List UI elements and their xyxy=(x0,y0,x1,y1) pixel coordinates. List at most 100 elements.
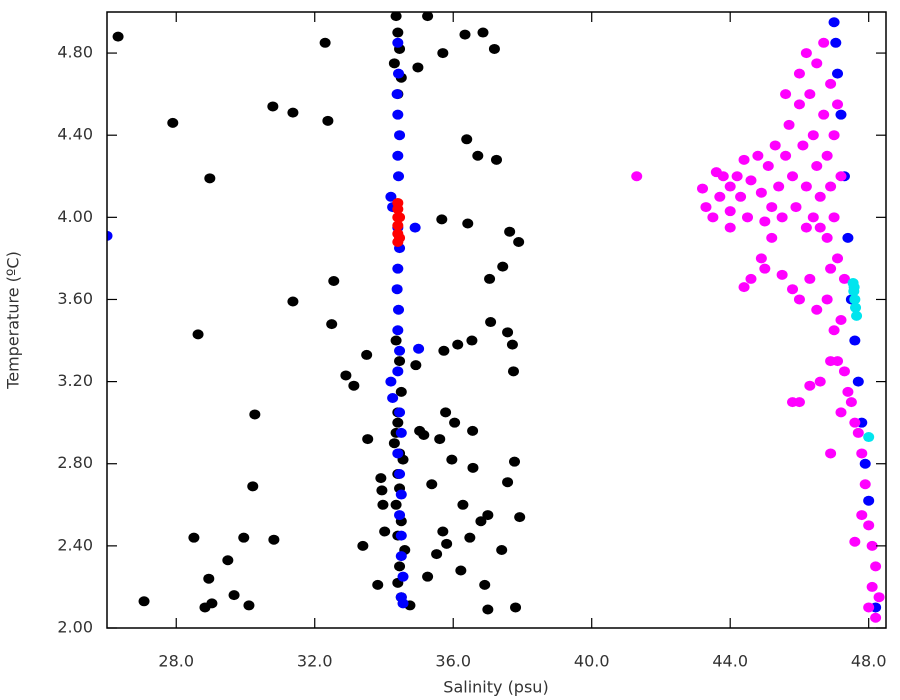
point xyxy=(482,510,494,521)
point xyxy=(319,37,331,48)
point xyxy=(866,540,878,551)
point xyxy=(392,150,404,161)
point xyxy=(700,202,712,213)
point xyxy=(482,604,494,615)
point xyxy=(328,275,340,286)
point xyxy=(502,477,514,488)
point xyxy=(807,130,819,141)
point xyxy=(238,532,250,543)
x-tick-label: 48.0 xyxy=(851,652,887,671)
y-tick-label: 4.80 xyxy=(57,43,93,62)
point xyxy=(322,115,334,126)
point xyxy=(477,27,489,38)
point xyxy=(441,538,453,549)
point xyxy=(479,579,491,590)
point xyxy=(780,89,792,100)
point xyxy=(287,296,299,307)
point xyxy=(631,171,643,182)
point xyxy=(830,37,842,48)
y-tick-label: 3.60 xyxy=(57,289,93,308)
point xyxy=(462,218,474,229)
point xyxy=(228,590,240,601)
point xyxy=(390,12,402,22)
point xyxy=(394,232,406,243)
point xyxy=(267,101,279,112)
point xyxy=(422,571,434,582)
point xyxy=(461,134,473,145)
point xyxy=(769,140,781,151)
point xyxy=(825,263,837,274)
point xyxy=(418,429,430,440)
point xyxy=(348,380,360,391)
point xyxy=(828,17,840,28)
point xyxy=(821,150,833,161)
point xyxy=(467,462,479,473)
point xyxy=(409,222,421,233)
point xyxy=(391,89,403,100)
point xyxy=(397,598,409,609)
point xyxy=(391,284,403,295)
point xyxy=(340,370,352,381)
point xyxy=(393,68,405,79)
y-axis-title: Temperature (ºC) xyxy=(4,251,23,390)
point xyxy=(856,510,868,521)
point xyxy=(394,345,406,356)
point xyxy=(745,175,757,186)
point xyxy=(426,479,438,490)
point xyxy=(800,48,812,59)
point xyxy=(755,187,767,198)
points xyxy=(107,12,885,623)
point xyxy=(459,29,471,40)
point xyxy=(787,397,799,408)
point xyxy=(849,417,861,428)
point xyxy=(724,181,736,192)
point xyxy=(811,58,823,69)
point xyxy=(377,499,389,510)
point xyxy=(436,214,448,225)
point xyxy=(385,191,397,202)
point xyxy=(714,191,726,202)
point xyxy=(852,427,864,438)
point xyxy=(735,191,747,202)
point xyxy=(268,534,280,545)
point xyxy=(509,456,521,467)
point xyxy=(438,345,450,356)
point xyxy=(866,581,878,592)
x-tick-label: 40.0 xyxy=(574,652,610,671)
point xyxy=(392,417,404,428)
x-tick-label: 32.0 xyxy=(297,652,333,671)
point xyxy=(832,356,844,367)
point xyxy=(457,499,469,510)
point xyxy=(392,263,404,274)
point xyxy=(412,62,424,73)
point xyxy=(838,366,850,377)
point xyxy=(484,273,496,284)
point xyxy=(422,12,434,22)
point xyxy=(818,37,830,48)
point xyxy=(793,68,805,79)
point xyxy=(446,454,458,465)
y-tick-label: 2.80 xyxy=(57,453,93,472)
point xyxy=(780,150,792,161)
point xyxy=(848,282,860,293)
point xyxy=(800,181,812,192)
point xyxy=(112,31,124,42)
point xyxy=(835,315,847,325)
point xyxy=(821,294,833,305)
point xyxy=(818,109,830,120)
x-axis-title: Salinity (psu) xyxy=(443,678,548,697)
point xyxy=(394,130,406,141)
point xyxy=(326,319,338,330)
point xyxy=(849,536,861,547)
point xyxy=(832,253,844,264)
y-tick-label: 2.40 xyxy=(57,535,93,554)
point xyxy=(790,202,802,213)
point xyxy=(863,432,875,443)
point xyxy=(440,407,452,418)
point xyxy=(776,269,788,280)
y-tick-label: 3.20 xyxy=(57,371,93,390)
point xyxy=(863,495,875,506)
point xyxy=(842,386,854,397)
point xyxy=(710,167,722,178)
point xyxy=(766,232,778,243)
